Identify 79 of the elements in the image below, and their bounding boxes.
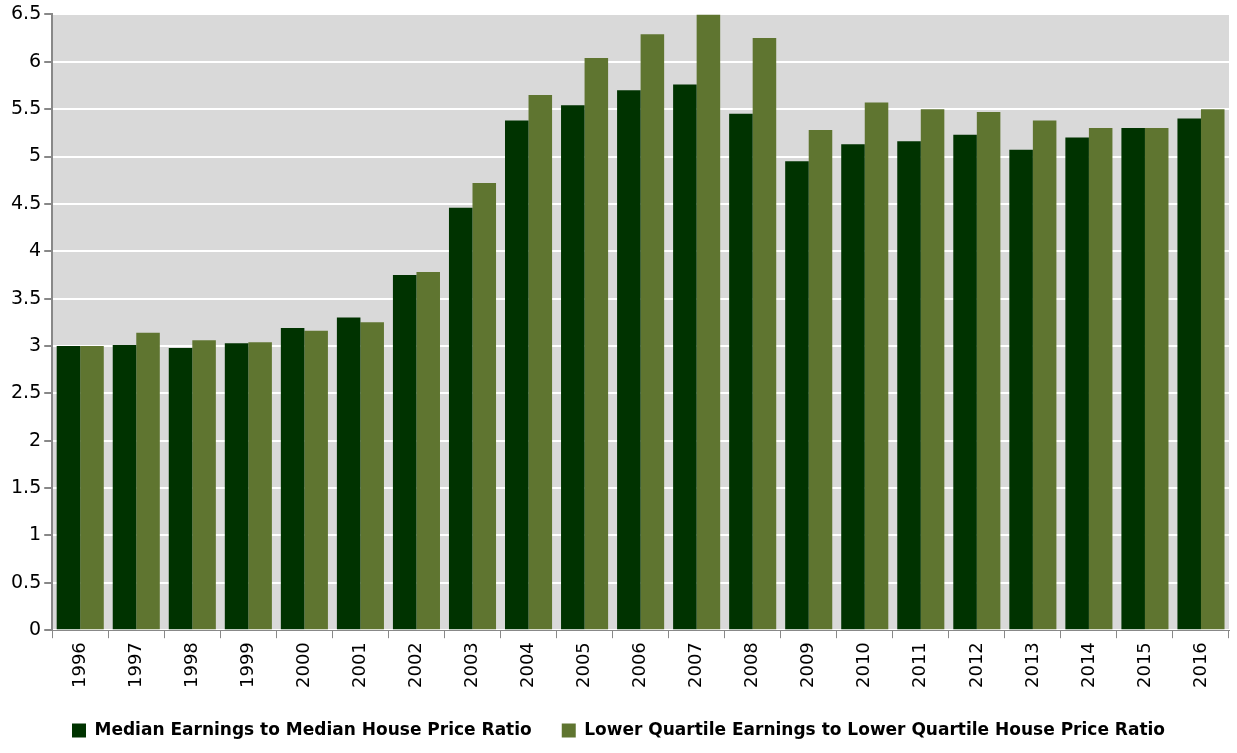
x-tick-label: 1998 bbox=[179, 642, 201, 688]
bar bbox=[808, 129, 833, 630]
x-tick-label: 2005 bbox=[572, 642, 594, 688]
bar bbox=[1088, 128, 1113, 630]
bar bbox=[1200, 109, 1225, 630]
x-tick-label: 2013 bbox=[1020, 642, 1042, 688]
bar bbox=[976, 111, 1001, 630]
bar bbox=[673, 84, 697, 630]
x-tick-label: 2014 bbox=[1076, 642, 1098, 688]
y-tick-label: 5.5 bbox=[11, 96, 42, 119]
bar bbox=[696, 14, 721, 630]
bar bbox=[416, 272, 440, 630]
x-tick-label: 2015 bbox=[1132, 642, 1154, 688]
bar bbox=[1121, 128, 1145, 630]
y-tick-label: 1.5 bbox=[11, 475, 42, 498]
bar bbox=[729, 113, 753, 630]
bar bbox=[448, 207, 473, 630]
y-tick-label: 0 bbox=[29, 617, 42, 640]
x-tick-label: 1999 bbox=[236, 642, 258, 688]
y-tick-label: 3.5 bbox=[11, 285, 42, 308]
bar bbox=[56, 345, 81, 630]
bar bbox=[584, 57, 609, 630]
bar bbox=[224, 343, 249, 630]
y-tick-label: 6 bbox=[29, 48, 42, 71]
bar bbox=[864, 102, 889, 630]
y-tick-label: 4 bbox=[29, 238, 42, 261]
bar bbox=[336, 317, 361, 630]
x-tick-label: 2008 bbox=[740, 642, 762, 688]
bar bbox=[752, 38, 777, 630]
bar bbox=[1144, 128, 1169, 630]
x-tick-label: 2001 bbox=[348, 642, 370, 688]
bar bbox=[561, 105, 585, 630]
bar bbox=[168, 347, 193, 630]
y-tick-label: 2 bbox=[29, 427, 42, 450]
y-tick-label: 2.5 bbox=[11, 380, 42, 403]
bar bbox=[785, 161, 809, 630]
y-tick-label: 5 bbox=[29, 143, 42, 166]
bar bbox=[505, 120, 529, 630]
bar bbox=[80, 345, 104, 630]
bar bbox=[136, 332, 160, 630]
bar bbox=[841, 144, 865, 630]
x-tick-label: 2007 bbox=[684, 642, 706, 688]
bar bbox=[528, 94, 553, 630]
x-tick-label: 2006 bbox=[628, 642, 650, 688]
x-tick-label: 2011 bbox=[908, 642, 930, 688]
x-tick-label: 1996 bbox=[67, 642, 89, 688]
bar bbox=[360, 322, 384, 630]
x-tick-label: 1997 bbox=[123, 642, 145, 688]
bar bbox=[1032, 120, 1057, 630]
y-tick-label: 0.5 bbox=[11, 569, 42, 592]
bar bbox=[1009, 149, 1033, 630]
bar bbox=[1065, 137, 1089, 630]
bar bbox=[640, 34, 665, 630]
bar bbox=[280, 327, 305, 630]
bar bbox=[248, 342, 272, 630]
bar bbox=[953, 134, 977, 630]
bar bbox=[1177, 118, 1201, 630]
x-tick-label: 2004 bbox=[516, 642, 538, 688]
x-tick-label: 2003 bbox=[460, 642, 482, 688]
x-tick-label: 2002 bbox=[404, 642, 426, 688]
x-tick-label: 2016 bbox=[1188, 642, 1210, 688]
bar bbox=[392, 274, 417, 630]
legend-label: Median Earnings to Median House Price Ratio bbox=[94, 718, 532, 739]
bar bbox=[112, 345, 137, 630]
bar bbox=[192, 340, 216, 630]
x-tick-label: 2000 bbox=[292, 642, 314, 688]
legend-label: Lower Quartile Earnings to Lower Quartile House Price Ratio bbox=[584, 718, 1166, 739]
x-tick-label: 2012 bbox=[964, 642, 986, 688]
y-tick-label: 1 bbox=[29, 522, 42, 545]
bar bbox=[304, 330, 328, 630]
bar bbox=[472, 183, 497, 630]
x-tick-label: 2010 bbox=[852, 642, 874, 688]
y-tick-label: 3 bbox=[29, 332, 42, 355]
x-tick-label: 2009 bbox=[796, 642, 818, 688]
y-tick-label: 6.5 bbox=[11, 1, 42, 24]
bar bbox=[617, 90, 641, 630]
bar bbox=[897, 141, 921, 630]
y-tick-label: 4.5 bbox=[11, 190, 42, 213]
bar bbox=[920, 109, 945, 630]
